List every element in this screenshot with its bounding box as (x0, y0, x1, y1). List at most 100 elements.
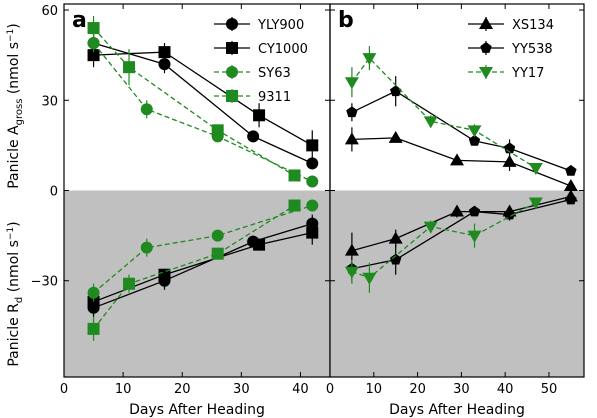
data-point (158, 58, 171, 71)
data-point (253, 109, 266, 122)
data-point (253, 238, 266, 251)
data-point (123, 277, 136, 290)
legend-label: YY538 (511, 42, 553, 57)
legend-marker (226, 42, 238, 54)
x-tick-label: 20 (409, 382, 426, 397)
data-point (362, 53, 377, 66)
x-tick-label: 20 (174, 382, 191, 397)
legend-label: YY17 (511, 66, 544, 81)
data-point (288, 199, 301, 212)
legend-label: SY63 (258, 66, 291, 81)
y-axis-title-rd: Panicle Rd (nmol s−1) (6, 221, 25, 366)
axes-frame (329, 3, 585, 378)
x-axis-title: Days After Heading (389, 402, 525, 418)
data-point (344, 132, 359, 145)
data-point (565, 193, 577, 205)
data-point (87, 322, 100, 335)
y-tick-label: 30 (41, 94, 58, 109)
data-point (346, 106, 358, 118)
data-point (565, 164, 577, 176)
data-point (528, 197, 543, 210)
data-point (390, 253, 402, 265)
data-point (344, 77, 359, 90)
series-line (93, 27, 295, 177)
x-tick-label: 30 (453, 382, 470, 397)
data-point (87, 37, 100, 50)
legend-marker (226, 18, 238, 30)
legend-marker (479, 17, 493, 29)
data-point (450, 153, 464, 166)
series-line (351, 57, 537, 169)
legend-label: XS134 (512, 18, 554, 33)
x-tick-label: 10 (366, 382, 383, 397)
data-point (344, 243, 359, 256)
panel-label: b (338, 8, 354, 33)
data-point (306, 226, 319, 239)
data-point (362, 272, 377, 285)
data-point (87, 286, 100, 299)
legend-marker (226, 66, 238, 78)
data-point (247, 130, 260, 143)
data-point (467, 125, 482, 138)
data-point (158, 268, 171, 281)
axis-titles: Days After Heading Days After Heading Pani… (6, 23, 525, 418)
legend-marker (480, 42, 492, 53)
data-point (468, 205, 481, 217)
data-point (306, 199, 319, 212)
data-point (140, 241, 153, 254)
y-axis-title-gross: Panicle Agross (nmol s−1) (6, 23, 25, 189)
x-tick-label: 10 (115, 382, 132, 397)
x-axis-title: Days After Heading (129, 402, 265, 418)
series-line (93, 204, 295, 330)
y-tick-label: −30 (31, 275, 58, 290)
data-point (450, 204, 464, 217)
data-point (388, 130, 403, 143)
series-YY17 (344, 46, 543, 293)
data-point (528, 162, 543, 175)
series-9311 (87, 16, 301, 341)
data-point (502, 154, 517, 167)
data-point (211, 124, 224, 137)
legend-label: YLY900 (257, 18, 304, 33)
data-point (423, 116, 438, 129)
data-point (306, 175, 319, 188)
x-tick-label: 40 (292, 382, 309, 397)
data-point (123, 61, 136, 74)
x-tick-label: 0 (60, 382, 68, 397)
x-tick-label: 30 (233, 382, 250, 397)
data-point (211, 229, 224, 242)
x-tick-label: 40 (497, 382, 514, 397)
data-point (288, 169, 301, 182)
data-point (344, 266, 359, 279)
panel-a: 0 10 20 30 40 60 30 0 −30 a YLY900 CY1000 SY63 9311 (31, 3, 331, 397)
data-point (87, 22, 100, 35)
y-tick-label: 60 (41, 4, 58, 19)
data-point (87, 49, 100, 62)
negative-region-shading (330, 190, 584, 377)
legend-label: CY1000 (258, 42, 308, 57)
data-point (563, 178, 578, 191)
data-point (468, 134, 481, 146)
negative-region-shading (64, 190, 330, 377)
panel-b: 0 10 20 30 40 50 b XS134 YY538 YY17 (326, 3, 585, 397)
legend-marker (479, 67, 493, 79)
series-line (93, 42, 313, 183)
x-tick-label: 0 (326, 382, 334, 397)
data-point (503, 208, 516, 220)
data-point (140, 103, 153, 116)
legend-marker (226, 90, 238, 102)
data-point (211, 247, 224, 260)
data-point (306, 139, 319, 152)
data-point (390, 85, 402, 97)
series-line (93, 204, 313, 294)
data-point (388, 231, 403, 244)
data-point (467, 230, 482, 243)
panel-label: a (72, 8, 87, 33)
data-point (306, 157, 319, 170)
data-point (158, 46, 171, 59)
legend-label: 9311 (258, 90, 291, 105)
x-tick-label: 50 (541, 382, 558, 397)
data-point (423, 221, 438, 234)
y-tick-label: 0 (50, 185, 58, 200)
